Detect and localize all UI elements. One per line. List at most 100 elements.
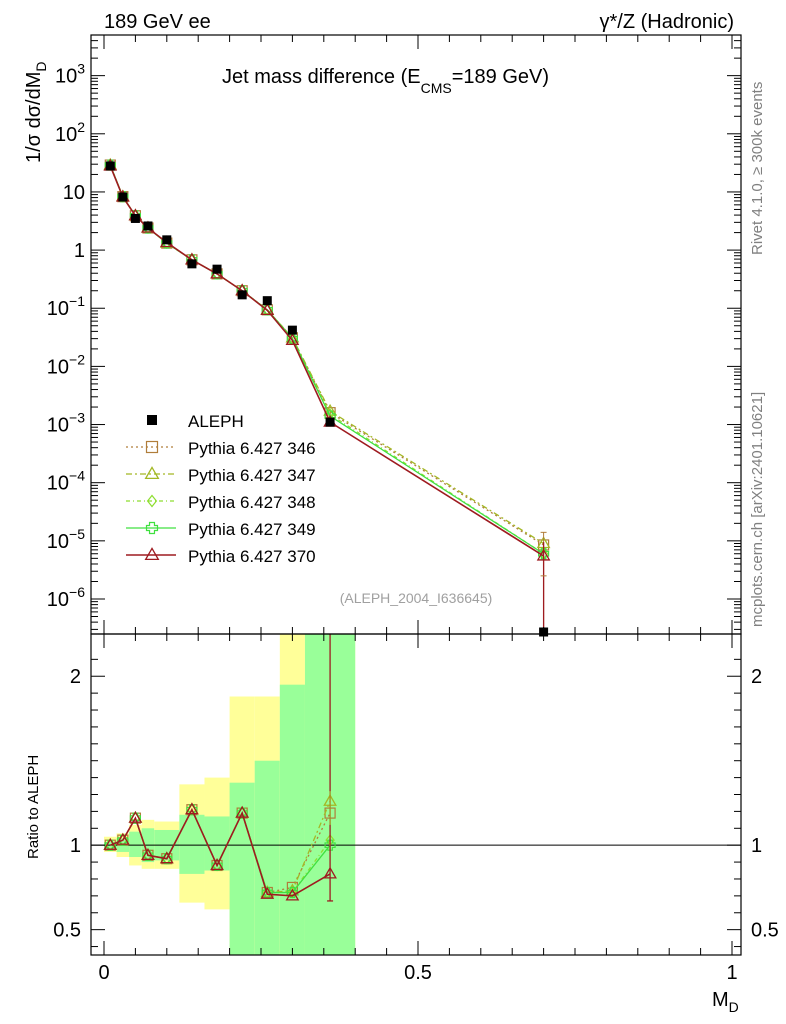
ytick-exp-5: −2 [69, 351, 85, 367]
ytick-label-main-0: 103 [55, 61, 85, 88]
xtick-label-0: 0 [98, 962, 109, 984]
y-axis-label-main: 1/σ dσ/dMD [23, 61, 49, 163]
mcplots-credit: mcplots.cern.ch [arXiv:2401.10621] [749, 392, 766, 627]
legend-marker-3 [145, 521, 159, 535]
header-left: 189 GeV ee [104, 11, 211, 33]
chart-title: Jet mass difference (ECMS=189 GeV) [222, 66, 549, 96]
main-series-group [103, 157, 551, 637]
ytick-base-2: 10 [63, 182, 85, 204]
main-line-0 [109, 164, 544, 546]
y-axis-label-ratio: Ratio to ALEPH [25, 755, 42, 859]
main-panel-frame [90, 34, 742, 635]
ratio-point-4-2 [128, 810, 143, 823]
aleph-point-4 [162, 235, 172, 245]
band-green-8 [254, 760, 280, 955]
ytick-base-8: 10 [47, 531, 69, 553]
ratio-point-3-10 [324, 839, 336, 851]
analysis-id: (ALEPH_2004_I636645) [340, 590, 493, 606]
legend: ALEPH Pythia 6.427 346 Pythia 6.427 347 Pyt… [126, 412, 316, 566]
ytick-exp-8: −5 [69, 526, 85, 542]
aleph-point-0 [105, 161, 115, 171]
rivet-version: Rivet 4.1.0, ≥ 300k events [749, 82, 766, 255]
x-axis-label-sub: D [729, 999, 739, 1015]
header-right: γ*/Z (Hadronic) [600, 11, 734, 33]
ytick-base-4: 10 [47, 298, 69, 320]
ratio-point-4-5 [185, 802, 199, 815]
ratio-point-4-1 [115, 832, 130, 845]
ytick-base-9: 10 [47, 589, 69, 611]
aleph-point-6 [212, 264, 222, 274]
xtick-label-2: 1 [726, 962, 737, 984]
chart-title-sub: CMS [421, 80, 452, 96]
y-axis-label-main-text: 1/σ dσ/dM [23, 72, 45, 163]
ytick-label-main-7: 10−4 [47, 468, 85, 495]
ratio-point-4-4 [159, 851, 174, 864]
legend-label-2: Pythia 6.427 348 [188, 493, 316, 512]
legend-aleph-label: ALEPH [188, 412, 244, 431]
ytick-label-ratio-right-2: 2 [751, 666, 762, 688]
aleph-point-5 [187, 259, 197, 269]
ratio-point-4-6 [210, 858, 224, 871]
aleph-point-3 [143, 221, 153, 231]
ytick-exp-4: −1 [69, 293, 85, 309]
ytick-label-ratio-right-0: 0.5 [751, 920, 779, 942]
ytick-label-ratio-right-1: 1 [751, 835, 762, 857]
ytick-base-3: 1 [74, 240, 85, 262]
ytick-label-main-3: 1 [74, 240, 85, 262]
ytick-label-main-4: 10−1 [47, 293, 85, 320]
main-point-4-8 [260, 303, 275, 315]
ratio-series-group [103, 634, 337, 902]
xtick-label-1: 0.5 [404, 962, 432, 984]
aleph-point-1 [118, 192, 128, 202]
aleph-point-10 [325, 417, 335, 427]
ytick-label-main-2: 10 [63, 182, 85, 204]
legend-marker-0 [145, 440, 159, 454]
aleph-point-7 [237, 290, 247, 300]
chart-title-main: Jet mass difference (E [222, 66, 421, 88]
ytick-exp-1: 2 [77, 119, 85, 135]
main-line-3 [109, 164, 544, 555]
ytick-label-main-5: 10−2 [47, 351, 85, 378]
ratio-point-4-8 [260, 886, 275, 899]
band-green-9 [279, 684, 305, 955]
ratio-point-3-9 [286, 886, 298, 899]
aleph-point-9 [287, 325, 297, 335]
ratio-point-4-9 [285, 888, 300, 901]
ratio-point-4-3 [141, 848, 155, 860]
ytick-base-5: 10 [47, 356, 69, 378]
y-axis-label-main-sub: D [33, 61, 49, 71]
ratio-point-3-8 [261, 886, 273, 899]
main-line-4 [109, 165, 545, 557]
ytick-label-ratio-left-1: 1 [70, 835, 81, 857]
main-point-3-11 [537, 548, 550, 560]
legend-label-1: Pythia 6.427 347 [188, 466, 316, 485]
band-green-5 [179, 814, 205, 874]
legend-marker-1 [144, 466, 160, 480]
ytick-label-main-1: 102 [55, 119, 85, 146]
main-line-2 [109, 164, 544, 555]
ytick-base-0: 10 [55, 66, 77, 88]
ytick-exp-7: −4 [69, 468, 85, 484]
aleph-point-2 [130, 213, 140, 223]
ytick-label-ratio-left-0: 0.5 [53, 920, 81, 942]
ytick-exp-6: −3 [69, 410, 85, 426]
ratio-uncertainty-bands [104, 634, 356, 955]
ytick-label-main-9: 10−6 [47, 584, 85, 611]
legend-label-0: Pythia 6.427 346 [188, 439, 316, 458]
main-point-4-9 [285, 333, 300, 346]
legend-label-3: Pythia 6.427 349 [188, 520, 316, 539]
band-green-6 [204, 816, 230, 871]
ytick-label-main-6: 10−3 [47, 410, 85, 437]
ytick-base-1: 10 [55, 124, 77, 146]
legend-label-4: Pythia 6.427 370 [188, 547, 316, 566]
band-green-2 [129, 831, 142, 858]
legend-aleph-marker [147, 415, 157, 425]
ytick-base-6: 10 [47, 415, 69, 437]
ytick-base-7: 10 [47, 473, 69, 495]
ytick-label-main-8: 10−5 [47, 526, 85, 553]
ratio-line-4 [109, 807, 331, 897]
ratio-point-4-0 [103, 837, 118, 850]
main-line-1 [109, 164, 544, 545]
